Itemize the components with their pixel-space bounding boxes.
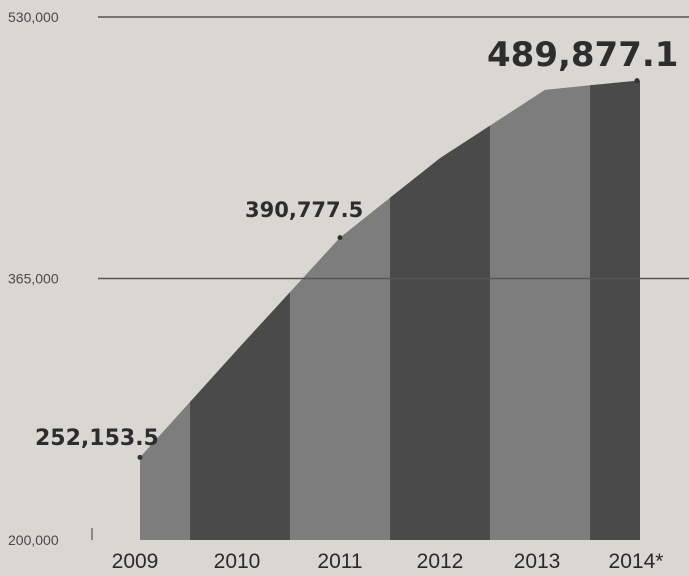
data-point-2011 — [337, 235, 343, 241]
data-label-2009: 252,153.5 — [35, 426, 159, 451]
x-tick-label: 2010 — [214, 550, 261, 573]
area-band-2013 — [490, 85, 590, 541]
data-point-2009 — [137, 454, 143, 460]
area-band-2010 — [190, 292, 290, 540]
x-tick-label: 2012 — [417, 550, 464, 573]
data-label-2014: 489,877.1 — [487, 35, 678, 75]
x-tick-label: 2013 — [514, 550, 561, 573]
gridlines — [91, 16, 689, 540]
area-band-2011 — [290, 197, 390, 541]
area-band-2012 — [390, 125, 490, 540]
area-bands — [137, 78, 640, 541]
data-labels: 252,153.5 390,777.5 489,877.1 — [35, 35, 678, 451]
x-tick-label: 2014* — [609, 550, 664, 573]
y-tick-label: 200,000 — [8, 532, 59, 548]
x-axis-ticks: 2009 2010 2011 2012 2013 2014* — [112, 550, 664, 573]
area-band-2014 — [590, 80, 640, 540]
area-band-2009 — [140, 402, 190, 540]
x-tick-label: 2009 — [112, 550, 159, 573]
y-axis-ticks: 530,000 365,000 200,000 — [8, 9, 59, 548]
x-tick-label: 2011 — [317, 550, 362, 573]
y-tick-label: 365,000 — [8, 271, 59, 287]
data-point-2014 — [634, 78, 640, 84]
y-tick-label: 530,000 — [8, 9, 59, 25]
data-label-2011: 390,777.5 — [245, 198, 363, 222]
